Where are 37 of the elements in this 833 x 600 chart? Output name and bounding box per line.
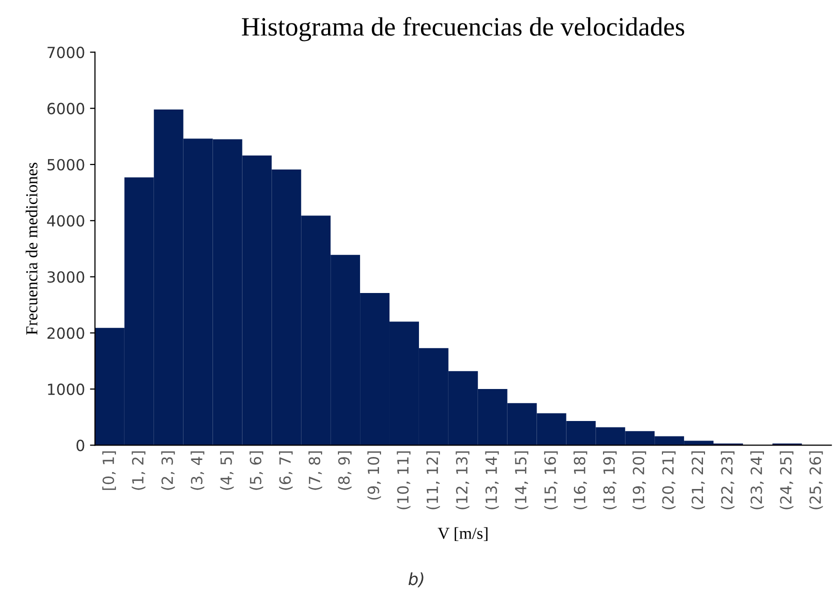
y-tick-label: 5000	[48, 158, 84, 171]
x-tick-label: (7, 8]	[308, 451, 322, 490]
x-tick-label: (6, 7]	[279, 451, 293, 490]
y-tick-label: 7000	[48, 46, 84, 58]
x-tick-label: (1, 2]	[132, 451, 146, 490]
x-tick-label: (2, 3]	[161, 451, 175, 490]
x-tick-label: (4, 5]	[220, 451, 234, 490]
x-tick-label: (25, 26]	[809, 451, 823, 510]
y-tick-label: 4000	[47, 215, 84, 227]
x-tick-label: (23, 24]	[750, 451, 764, 510]
x-tick-label: (19, 20]	[632, 451, 646, 510]
x-tick-label: (24, 25]	[780, 451, 794, 510]
y-tick-label: 2000	[47, 327, 84, 339]
x-tick-label: (16, 18]	[574, 451, 588, 510]
x-tick-label: [0, 1]	[102, 451, 116, 490]
y-tick-label: 1000	[48, 384, 84, 396]
x-tick-label: (10, 11]	[396, 451, 410, 510]
y-axis-title: Frecuencia de mediciones	[26, 162, 38, 335]
x-tick-label: (14, 15]	[514, 451, 528, 510]
text: b)	[408, 572, 424, 588]
x-tick-label: (5, 6]	[250, 451, 264, 490]
x-tick-label: (20, 21]	[662, 451, 676, 510]
x-tick-label: (15, 16]	[544, 451, 558, 510]
x-tick-label: (11, 12]	[426, 451, 440, 510]
x-tick-label: (3, 4]	[190, 451, 204, 490]
x-axis-title: V [m/s]	[438, 527, 488, 542]
x-tick-label: (18, 19]	[603, 451, 617, 510]
x-tick-label: (9, 10]	[367, 451, 382, 500]
x-tick-label: (8, 9]	[338, 451, 352, 490]
y-tick-label: 0	[76, 440, 84, 452]
x-tick-label: (12, 13]	[456, 451, 470, 510]
x-tick-label: (13, 14]	[485, 451, 499, 510]
y-tick-label: 3000	[48, 271, 84, 283]
y-tick-label: 6000	[47, 102, 84, 114]
x-tick-label: (21, 22]	[691, 451, 706, 510]
chart-title: Histograma de frecuencias de velocidades	[242, 16, 684, 42]
x-tick-label: (22, 23]	[720, 451, 734, 510]
